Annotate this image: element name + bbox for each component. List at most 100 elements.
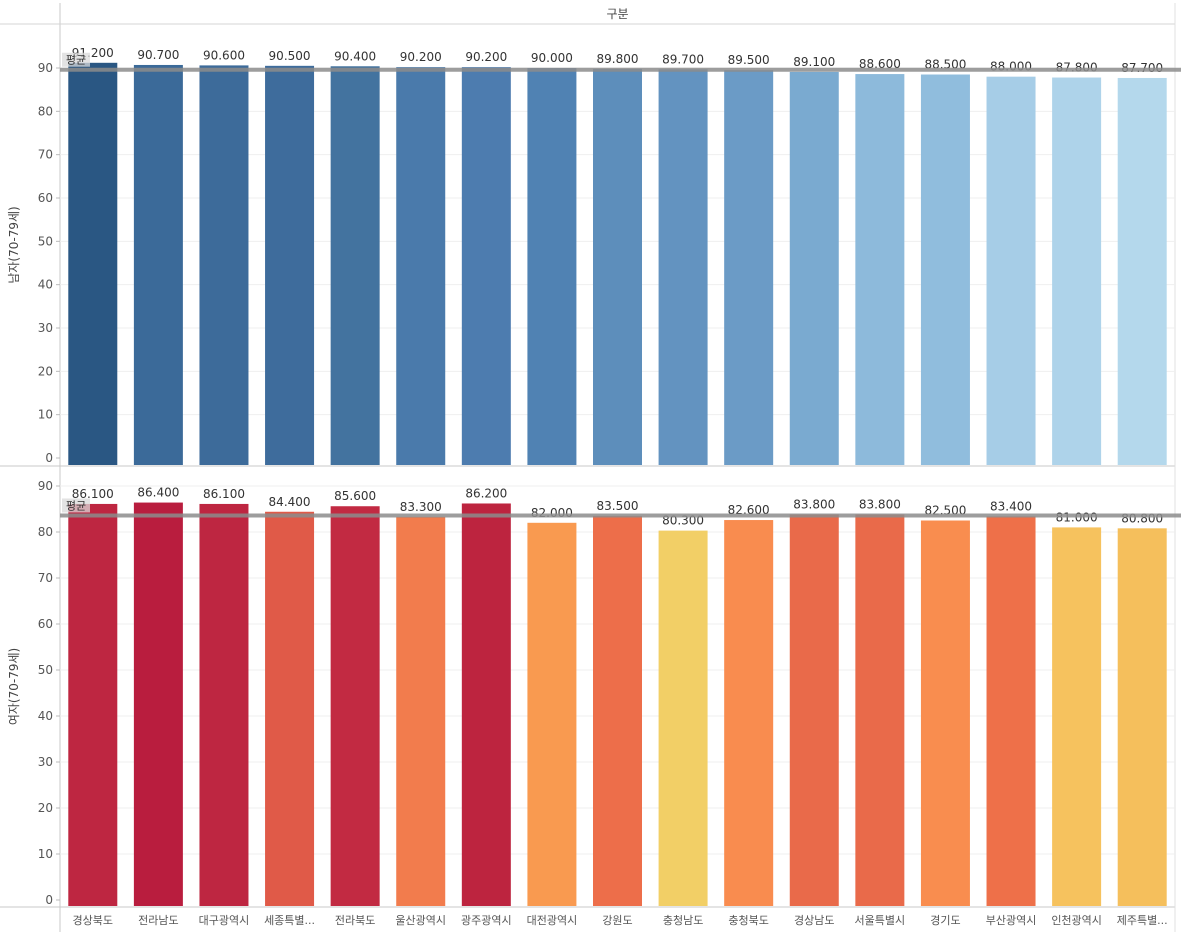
bar [527, 522, 577, 906]
bar [1052, 527, 1102, 906]
bar [396, 516, 446, 906]
data-label: 90.400 [334, 49, 376, 63]
data-label: 89.100 [793, 55, 835, 69]
bar [265, 65, 315, 465]
y-tick-label: 70 [38, 571, 53, 585]
data-label: 90.200 [465, 50, 507, 64]
category-label: 광주광역시 [461, 914, 512, 927]
bar [133, 64, 183, 465]
category-label: 대전광역시 [527, 914, 578, 927]
category-label: 충청북도 [728, 914, 768, 927]
data-label: 83.800 [793, 498, 835, 512]
category-label: 충청남도 [663, 914, 703, 927]
y-tick-label: 90 [38, 479, 53, 493]
data-label: 87.800 [1056, 61, 1098, 75]
data-label: 80.800 [1121, 511, 1163, 525]
y-tick-label: 60 [38, 617, 53, 631]
bar [920, 74, 970, 465]
column-header: 구분 [606, 7, 628, 21]
category-label: 전라남도 [138, 914, 178, 927]
data-label: 89.500 [728, 53, 770, 67]
category-label: 제주특별... [1117, 914, 1168, 927]
y-tick-label: 50 [38, 234, 53, 248]
category-label: 경상북도 [73, 914, 113, 927]
bar [986, 516, 1036, 906]
y-axis-title: 남자(70-79세) [7, 206, 21, 283]
data-label: 86.100 [72, 487, 114, 501]
category-label: 울산광역시 [395, 914, 446, 927]
reference-label: 평균 [66, 499, 86, 512]
category-label: 세종특별... [264, 914, 315, 927]
reference-label: 평균 [66, 54, 86, 67]
y-tick-label: 90 [38, 61, 53, 75]
bar [527, 68, 577, 465]
bar [724, 70, 774, 466]
data-label: 86.100 [203, 487, 245, 501]
reference-label-box [62, 498, 90, 513]
y-tick-label: 0 [45, 451, 53, 465]
data-label: 86.200 [465, 486, 507, 500]
bar [789, 71, 839, 466]
bar [330, 506, 380, 906]
bar [1117, 77, 1167, 465]
category-label: 인천광역시 [1051, 913, 1102, 927]
y-tick-label: 50 [38, 663, 53, 677]
category-label: 경기도 [930, 914, 960, 927]
data-label: 83.300 [400, 500, 442, 514]
bar [658, 69, 708, 466]
data-label: 90.700 [137, 48, 179, 62]
bar [199, 503, 249, 906]
y-tick-label: 60 [38, 191, 53, 205]
bar [789, 514, 839, 906]
bar [330, 66, 380, 466]
bar [265, 511, 315, 906]
category-label: 부산광역시 [986, 914, 1037, 927]
bar [658, 530, 708, 906]
data-label: 89.700 [662, 52, 704, 66]
data-label: 84.400 [269, 495, 311, 509]
y-tick-label: 70 [38, 148, 53, 162]
y-tick-label: 30 [38, 321, 53, 335]
data-label: 90.000 [531, 51, 573, 65]
bar [68, 62, 118, 466]
y-tick-label: 20 [38, 801, 53, 815]
data-label: 88.600 [859, 57, 901, 71]
category-label: 전라북도 [335, 914, 375, 927]
bar [593, 515, 642, 906]
bar [855, 514, 905, 906]
data-label: 83.400 [990, 499, 1032, 513]
y-tick-label: 40 [38, 709, 53, 723]
data-label: 90.500 [269, 49, 311, 63]
y-tick-label: 0 [45, 893, 53, 907]
y-tick-label: 80 [38, 104, 53, 118]
y-tick-label: 80 [38, 525, 53, 539]
y-tick-label: 40 [38, 278, 53, 292]
reference-label-box [62, 52, 90, 67]
data-label: 82.000 [531, 506, 573, 520]
data-label: 90.200 [400, 50, 442, 64]
bar [855, 74, 905, 466]
bar [1052, 77, 1102, 466]
bar [920, 520, 970, 906]
y-axis-title: 여자(70-79세) [7, 648, 21, 725]
data-label: 89.800 [597, 52, 639, 66]
y-tick-label: 30 [38, 755, 53, 769]
data-label: 90.600 [203, 48, 245, 62]
bar [133, 502, 183, 906]
bar [724, 520, 774, 906]
data-label: 85.600 [334, 489, 376, 503]
data-label: 83.500 [597, 499, 639, 513]
y-tick-label: 10 [38, 408, 53, 422]
bar [68, 503, 118, 906]
bar [199, 65, 249, 466]
category-label: 대구광역시 [199, 914, 250, 927]
bar [461, 503, 511, 906]
category-label: 강원도 [602, 914, 632, 927]
data-label: 83.800 [859, 498, 901, 512]
bar [461, 67, 511, 465]
data-label: 86.400 [137, 486, 179, 500]
bar [986, 76, 1036, 466]
bar [1117, 528, 1167, 906]
